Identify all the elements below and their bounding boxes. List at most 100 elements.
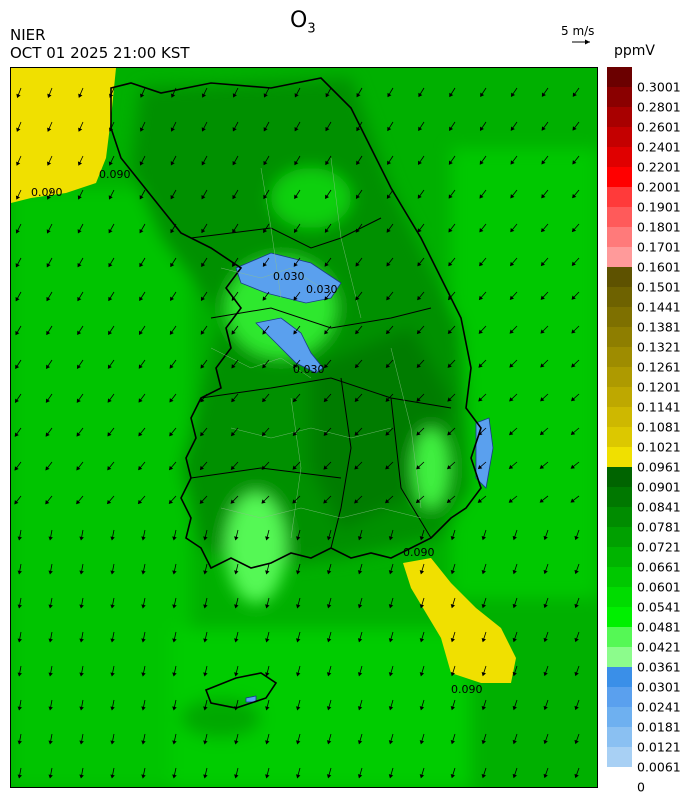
wind-vector-head <box>478 397 483 402</box>
map-title: O3 <box>290 8 316 36</box>
wind-vector-head <box>14 466 19 471</box>
wind-vector-head <box>541 194 546 199</box>
wind-vector-head <box>110 740 115 745</box>
wind-vector-head <box>140 93 145 98</box>
wind-vector-head <box>203 706 208 711</box>
wind-vector-head <box>201 195 206 200</box>
wind-vector-head <box>447 329 453 334</box>
wind-vector-head <box>385 329 391 335</box>
wind-vector-head <box>110 536 115 541</box>
colorbar-tick-label: 0.2201 <box>637 159 681 175</box>
wind-vector-head <box>417 160 422 165</box>
wind-vector-head <box>417 262 422 267</box>
wind-vector-head <box>510 160 515 165</box>
colorbar-tick-label: 0.0601 <box>637 579 681 595</box>
wind-vector-head <box>265 604 270 609</box>
wind-vector-head <box>294 194 299 200</box>
wind-vector-head <box>108 330 113 336</box>
wind-vector-head <box>262 364 267 369</box>
wind-vector-head <box>15 229 20 234</box>
wind-vector-head <box>293 363 298 369</box>
wind-vector-head <box>265 740 270 745</box>
wind-vector-head <box>16 161 21 166</box>
wind-vector-head <box>262 397 267 403</box>
contour-labels: 0.090 0.090 0.030 0.030 0.030 0.090 0.09… <box>31 168 483 696</box>
wind-vector-head <box>296 706 301 711</box>
wind-vector-head <box>45 398 50 403</box>
wind-vector-head <box>512 569 517 575</box>
colorbar-swatch <box>607 547 632 568</box>
wind-vector-head <box>324 330 329 335</box>
wind-vector-head <box>543 569 548 575</box>
wind-vector-head <box>357 638 363 643</box>
wind-vector-head <box>388 536 394 541</box>
colorbar-tick-label: 0.0901 <box>637 479 681 495</box>
colorbar-tick-label: 0.2401 <box>637 139 681 155</box>
wind-vector-head <box>201 262 206 268</box>
wind-vector-head <box>79 740 84 745</box>
wind-vector-head <box>387 160 392 165</box>
wind-vector-head <box>76 432 81 437</box>
wind-vector-head <box>141 706 146 711</box>
wind-vector-head <box>139 229 144 234</box>
wind-vector-head <box>172 570 177 575</box>
high-ozone-regions <box>11 68 516 683</box>
wind-vector-head <box>541 160 546 165</box>
wind-vector-head <box>574 569 579 575</box>
ozone-map[interactable]: 0.090 0.090 0.030 0.030 0.030 0.090 0.09… <box>10 67 598 788</box>
colorbar-tick-label: 0.0301 <box>637 679 681 695</box>
wind-vector-head <box>294 160 299 166</box>
colorbar-tick-label: 0.2601 <box>637 119 681 135</box>
colorbar-tick-label: 0.0481 <box>637 619 681 635</box>
wind-vector-head <box>419 570 425 575</box>
wind-vector-head <box>15 364 20 370</box>
wind-vector-head <box>138 432 143 437</box>
wind-vector-head <box>79 604 84 609</box>
province-boundaries <box>190 217 452 549</box>
wind-vector-head <box>108 229 113 234</box>
wind-vector-head <box>170 228 175 234</box>
wind-vector-head <box>263 93 268 98</box>
wind-vector-head <box>79 570 84 575</box>
wind-vector-head <box>262 262 267 267</box>
datetime-label: OCT 01 2025 21:00 KST <box>10 44 190 62</box>
wind-vector-head <box>354 465 359 470</box>
wind-vector-head <box>263 160 268 166</box>
colorbar-tick-label: 0.2801 <box>637 99 681 115</box>
wind-vector-head <box>169 432 174 437</box>
wind-vector-head <box>419 740 425 745</box>
wind-vector-head <box>388 672 394 677</box>
wind-vector-head <box>416 397 421 402</box>
wind-vector-head <box>416 363 421 368</box>
colorbar-tick-label: 0.0121 <box>637 739 681 755</box>
wind-vector-head <box>203 774 208 779</box>
wind-vector-head <box>512 603 517 609</box>
colorbar-swatch <box>607 227 632 248</box>
colorbar-swatch <box>607 427 632 448</box>
wind-vector-head <box>324 262 329 267</box>
wind-vector-head <box>201 161 206 166</box>
wind-vector-head <box>47 161 52 166</box>
wind-vector-head <box>509 261 515 267</box>
colorbar-swatch <box>607 267 632 288</box>
colorbar-swatch <box>607 727 632 748</box>
wind-vector-head <box>510 92 516 97</box>
colorbar-tick-label: 0 <box>637 779 645 795</box>
wind-vector-head <box>230 499 235 504</box>
wind-vector-head <box>417 228 422 233</box>
wind-vector-head <box>79 706 84 711</box>
wind-vector-head <box>541 92 546 97</box>
wind-vector-head <box>388 604 394 609</box>
contour-label: 0.090 <box>403 546 435 559</box>
low-ozone-regions <box>235 252 494 703</box>
wind-vector-head <box>388 706 394 711</box>
wind-vector-head <box>199 465 204 471</box>
wind-vector-head <box>574 603 579 609</box>
wind-vector-head <box>385 431 390 436</box>
wind-vector-head <box>14 500 19 505</box>
wind-vector-head <box>17 570 22 575</box>
wind-vector-head <box>512 705 517 711</box>
wind-vector-head <box>17 638 22 643</box>
colorbar-tick-label: 0.1021 <box>637 439 681 455</box>
wind-vector-head <box>419 774 425 779</box>
